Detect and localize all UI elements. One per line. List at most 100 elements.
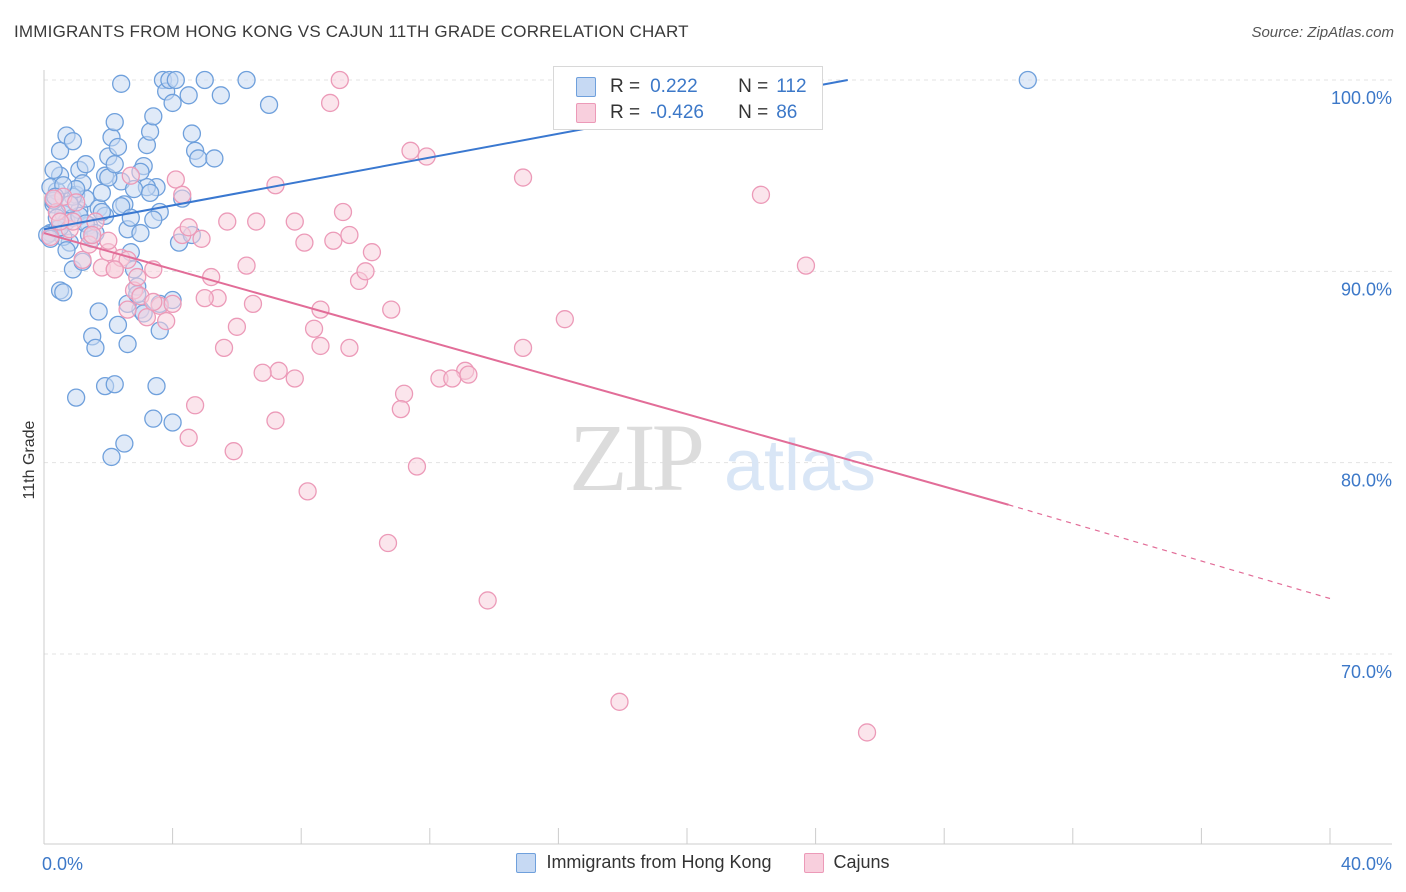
hongkong-point [140, 183, 160, 203]
cajun-trend-line [43, 232, 1009, 506]
hongkong-point [44, 160, 63, 180]
cajun-point [157, 311, 176, 331]
cajun-point [105, 260, 124, 279]
cajun-point [185, 396, 205, 415]
hongkong-point [259, 95, 279, 115]
cajun-point [83, 225, 102, 245]
axes [43, 70, 1392, 845]
cajun-point [401, 141, 420, 160]
hongkong-point [147, 376, 166, 396]
series-legend-hongkong[interactable]: Immigrants from Hong Kong [516, 852, 772, 873]
legend-row-hongkong: R = 0.222 N = 112 [576, 75, 807, 99]
watermark-zip: ZIP [569, 404, 702, 511]
data-points [38, 70, 1037, 742]
cajun-point [285, 212, 304, 231]
legend-box: R = 0.222 N = 112 R = -0.426 N = 86 [553, 66, 823, 130]
cajun-point [378, 533, 398, 553]
cajun-point [224, 442, 243, 461]
hongkong-point [92, 183, 112, 203]
cajun-point [391, 399, 411, 419]
cajun-point [382, 300, 401, 319]
hongkong-point [105, 155, 124, 174]
hongkong-point [76, 155, 95, 174]
cajun-point [179, 218, 198, 237]
watermark: ZIP atlas [569, 404, 876, 511]
cajun-point [513, 338, 533, 358]
cajun-point [166, 170, 185, 189]
cajun-point [298, 482, 317, 501]
cajun-point [857, 723, 877, 742]
cajun-point [237, 256, 256, 275]
hongkong-point [86, 338, 105, 358]
tick-labels: 100.0% 90.0% 80.0% 70.0% 0.0% 40.0% [42, 88, 1392, 874]
cajun-point [179, 428, 198, 447]
cajun-point [192, 229, 211, 248]
cajun-point [443, 369, 462, 388]
hongkong-point [89, 302, 108, 321]
cajun-point [362, 243, 382, 262]
cajun-point [459, 365, 478, 384]
hongkong-point [50, 141, 70, 160]
cajun-point [340, 225, 359, 245]
cajun-point [285, 369, 304, 388]
cajun-point [340, 338, 359, 358]
hongkong-point [108, 315, 128, 335]
cajun-point [269, 361, 288, 380]
legend-n-value: 112 [776, 76, 807, 97]
chart-source: Source: ZipAtlas.com [1251, 24, 1394, 41]
cajun-point [513, 168, 533, 187]
hongkong-point [54, 283, 73, 302]
cajun-point [555, 310, 574, 329]
cajun-point [266, 411, 285, 430]
cajun-point [478, 591, 497, 610]
gridlines [44, 79, 1392, 655]
y-tick-label: 90.0% [1341, 279, 1392, 299]
cajun-point [304, 319, 324, 338]
cajun-point [796, 256, 816, 275]
cajun-point [144, 292, 163, 312]
hongkong-point [211, 86, 230, 105]
cajun-point [44, 189, 63, 208]
cajun-point [311, 300, 330, 319]
legend-swatch-blue [576, 77, 596, 97]
series-legend: Immigrants from Hong Kong Cajuns [0, 852, 1406, 873]
cajun-point [356, 262, 375, 281]
cajun-point [73, 250, 92, 270]
series-swatch-blue [516, 852, 537, 873]
hongkong-point [144, 409, 163, 428]
series-legend-cajuns[interactable]: Cajuns [803, 852, 890, 873]
hongkong-point [131, 223, 150, 243]
cajun-point [333, 202, 353, 222]
hongkong-point [105, 112, 124, 132]
cajun-point [118, 300, 137, 319]
cajun-point [99, 231, 118, 250]
hongkong-point [144, 210, 163, 229]
cajun-point [128, 267, 147, 287]
y-tick-label: 80.0% [1341, 471, 1392, 491]
legend-n-label: N = [738, 102, 769, 123]
watermark-atlas: atlas [724, 426, 876, 506]
hongkong-point [163, 93, 182, 113]
cajun-point [320, 93, 340, 113]
hongkong-point [237, 70, 256, 90]
chart-title: IMMIGRANTS FROM HONG KONG VS CAJUN 11TH … [14, 22, 689, 41]
cajun-point [121, 166, 140, 185]
x-tick-label-min: 0.0% [42, 854, 83, 874]
y-tick-label: 100.0% [1331, 88, 1392, 108]
hongkong-point [140, 122, 160, 141]
hongkong-point [163, 413, 182, 432]
hongkong-point [102, 447, 121, 467]
cajun-trend-extension [1008, 504, 1331, 600]
cajun-point [67, 193, 86, 212]
hongkong-point [63, 132, 83, 151]
cajun-point [324, 231, 343, 250]
cajun-point [330, 70, 349, 90]
legend-swatch-pink [576, 103, 596, 123]
trend-lines [43, 79, 1331, 600]
cajun-point [214, 338, 234, 358]
cajun-point [247, 212, 266, 231]
legend-r-value: -0.426 [650, 102, 704, 123]
cajun-point [195, 288, 214, 308]
cajun-point [407, 457, 427, 476]
